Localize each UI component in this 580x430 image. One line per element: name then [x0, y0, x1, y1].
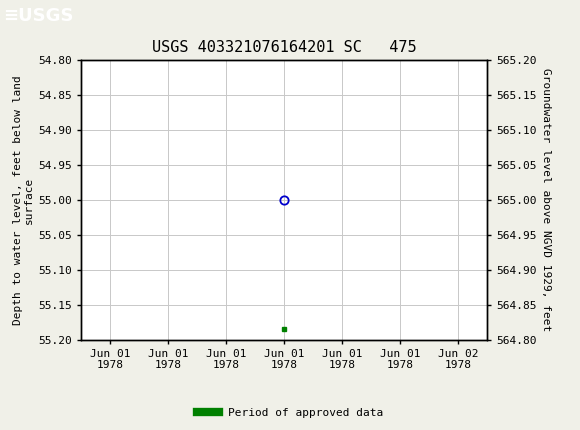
Y-axis label: Depth to water level, feet below land
surface: Depth to water level, feet below land su…: [13, 75, 34, 325]
Text: ≡USGS: ≡USGS: [3, 7, 74, 25]
Legend: Period of approved data: Period of approved data: [193, 403, 387, 422]
Y-axis label: Groundwater level above NGVD 1929, feet: Groundwater level above NGVD 1929, feet: [541, 68, 550, 332]
Title: USGS 403321076164201 SC   475: USGS 403321076164201 SC 475: [152, 40, 416, 55]
